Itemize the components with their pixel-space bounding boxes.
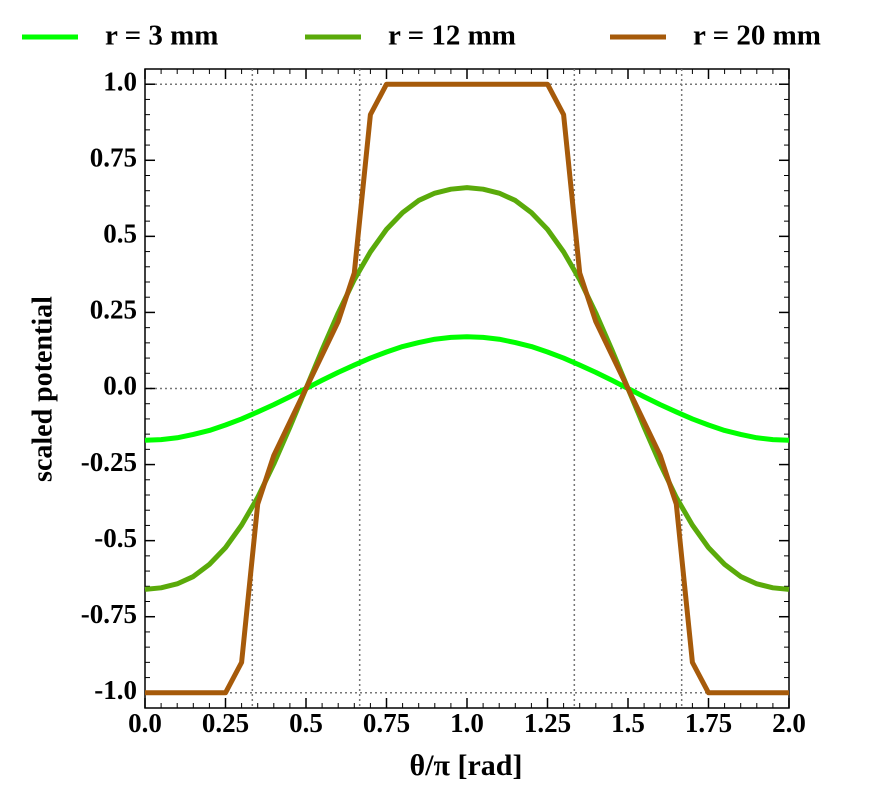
x-axis-label: θ/π [rad] — [410, 749, 523, 782]
legend-label: r = 20 mm — [693, 20, 821, 52]
series-line — [144, 185, 790, 592]
y-tick-label: 0.25 — [90, 295, 137, 325]
y-tick-label: 0.75 — [90, 142, 137, 172]
x-tick-label: 1.75 — [685, 708, 732, 738]
x-tick-label: 1.25 — [524, 708, 571, 738]
y-tick-label: -0.5 — [94, 523, 137, 553]
x-tick-label: 0.75 — [363, 708, 410, 738]
x-tick-label: 0.25 — [202, 708, 249, 738]
series-line — [144, 334, 790, 443]
y-tick-label: -0.25 — [81, 447, 137, 477]
x-tick-label: 0.5 — [289, 708, 323, 738]
x-tick-label: 2.0 — [772, 708, 806, 738]
x-tick-label: 1.5 — [611, 708, 645, 738]
legend-label: r = 12 mm — [388, 20, 516, 52]
y-axis-label: scaled potential — [27, 296, 58, 482]
y-tick-label: 0.0 — [103, 371, 137, 401]
y-tick-label: -0.75 — [81, 599, 137, 629]
x-tick-label: 0.0 — [128, 708, 162, 738]
legend-label: r = 3 mm — [105, 20, 218, 52]
y-tick-label: 0.5 — [103, 219, 137, 249]
series-line — [145, 81, 789, 696]
x-tick-label: 1.0 — [450, 708, 484, 738]
y-tick-label: 1.0 — [103, 66, 137, 96]
y-tick-label: -1.0 — [94, 675, 137, 705]
